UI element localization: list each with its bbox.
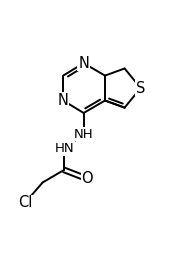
- Text: Cl: Cl: [18, 195, 32, 210]
- Text: N: N: [58, 93, 69, 108]
- Text: S: S: [136, 80, 145, 95]
- Text: N: N: [78, 56, 89, 71]
- Text: NH: NH: [74, 128, 93, 141]
- Text: O: O: [81, 171, 93, 186]
- Text: HN: HN: [54, 142, 74, 155]
